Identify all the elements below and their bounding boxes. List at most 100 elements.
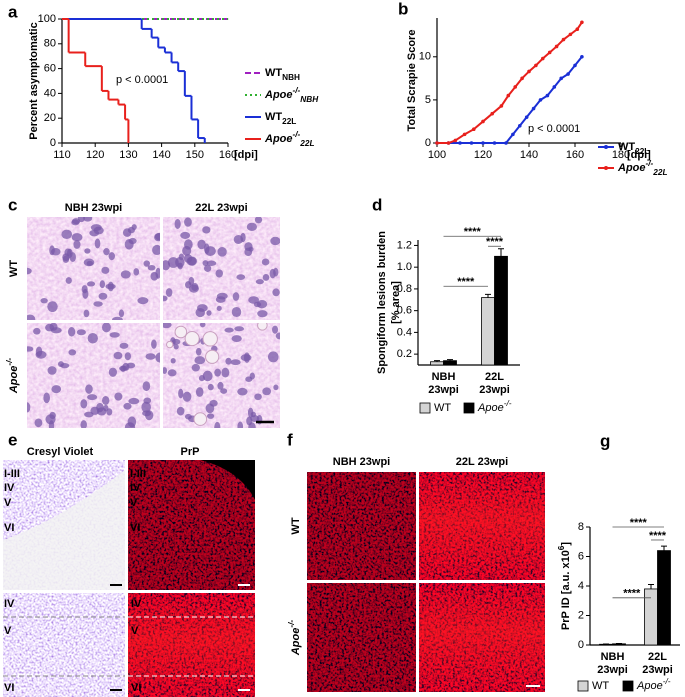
- point: [504, 141, 508, 145]
- nucleus: [217, 247, 227, 257]
- nucleus: [101, 323, 111, 333]
- nucleus: [152, 244, 160, 256]
- legend-label-part: WT: [265, 67, 282, 79]
- nucleus: [101, 266, 110, 274]
- nucleus: [87, 281, 96, 287]
- nucleus: [270, 236, 280, 246]
- legend-label: WT22L: [265, 111, 296, 126]
- nucleus: [206, 310, 212, 316]
- point: [575, 27, 580, 32]
- nucleus: [45, 323, 55, 332]
- significance-label: ****: [457, 276, 475, 288]
- bar: [494, 255, 508, 366]
- nucleus: [87, 333, 98, 344]
- row-label-part: WT: [8, 260, 20, 277]
- nucleus: [248, 422, 256, 428]
- legend-swatch: [419, 402, 431, 414]
- y-tick-label: 60: [44, 63, 56, 75]
- nucleus: [35, 346, 43, 357]
- nucleus: [184, 239, 193, 250]
- legend-label-part: WT: [265, 111, 282, 123]
- layer-label: VI: [130, 522, 140, 534]
- nucleus: [272, 288, 280, 297]
- vacuole: [184, 331, 200, 347]
- y-axis-label: Total Scrapie Score: [406, 30, 418, 132]
- legend-label: Apoe-/-: [477, 399, 512, 414]
- row-label: WT: [8, 260, 20, 277]
- nucleus: [99, 280, 106, 289]
- nucleus: [237, 387, 248, 396]
- y-axis-label-part: ]: [560, 542, 572, 546]
- point: [580, 54, 584, 59]
- error-bar: [498, 248, 504, 257]
- panel-letter: c: [8, 195, 17, 214]
- nucleus: [27, 346, 34, 352]
- nucleus: [204, 264, 212, 273]
- nucleus: [174, 218, 181, 230]
- nucleus: [122, 228, 132, 237]
- row-label-part: -/-: [5, 358, 14, 366]
- layer-label: VI: [4, 682, 14, 694]
- error-bar: [485, 293, 491, 298]
- point: [568, 32, 573, 37]
- nucleus: [188, 276, 195, 286]
- legend-label-part: WT: [618, 141, 635, 153]
- nucleus: [109, 332, 120, 338]
- y-tick-label: 1.0: [397, 261, 412, 273]
- x-tick-label: 120: [474, 149, 492, 161]
- vacuole: [205, 349, 220, 364]
- nucleus: [254, 393, 262, 401]
- nucleus: [124, 352, 132, 361]
- white-matter: [3, 470, 125, 590]
- y-tick-label: 0.2: [397, 348, 412, 360]
- point: [527, 69, 531, 74]
- legend-label-part: Apoe: [617, 162, 646, 174]
- legend-label-part: 22L: [282, 117, 296, 126]
- nucleus: [246, 222, 257, 231]
- x-tick-sublabel: 23wpi: [428, 384, 459, 396]
- nucleus: [176, 406, 185, 416]
- y-axis-label: Percent asymptomatic: [28, 22, 40, 139]
- nucleus: [191, 283, 199, 291]
- nucleus: [221, 367, 230, 378]
- nucleus: [214, 368, 222, 377]
- x-tick-label: 130: [119, 149, 137, 161]
- nucleus: [93, 301, 103, 307]
- nucleus: [262, 387, 272, 396]
- nucleus: [248, 296, 260, 304]
- point: [573, 63, 577, 68]
- layer-label: V: [131, 625, 139, 637]
- panel-letter: b: [398, 0, 408, 18]
- layer-label: IV: [4, 482, 15, 494]
- y-axis-label-part: 6: [557, 545, 566, 550]
- legend-swatch: [622, 680, 634, 692]
- point: [545, 93, 550, 98]
- nucleus: [145, 353, 156, 360]
- legend-label: WT22L: [618, 141, 649, 156]
- nucleus: [113, 351, 123, 360]
- y-axis-label: PrP ID [a.u. x106]: [557, 542, 572, 630]
- x-tick-label: 160: [219, 149, 237, 161]
- y-axis-label: Spongiform lesions burden: [376, 231, 388, 374]
- legend-label-part: NBH: [282, 73, 300, 82]
- legend-label-part: Apoe: [264, 133, 293, 145]
- y-tick-label: 0: [578, 639, 584, 651]
- nucleus: [225, 357, 232, 365]
- nucleus: [67, 327, 76, 337]
- nucleus: [154, 233, 160, 242]
- nucleus: [271, 325, 279, 334]
- x-tick-label: 100: [428, 149, 446, 161]
- nucleus: [94, 238, 101, 249]
- nucleus: [230, 359, 241, 366]
- point: [561, 37, 566, 42]
- legend-label-part: 22L: [299, 139, 314, 148]
- significance-label: ****: [486, 236, 504, 248]
- bar: [644, 588, 658, 646]
- row-label: Apoe-/-: [287, 620, 302, 657]
- nucleus: [232, 292, 240, 301]
- signal: [307, 583, 416, 692]
- panel-letter: a: [8, 2, 18, 21]
- legend-label: Apoe-/-NBH: [264, 86, 319, 104]
- y-tick-label: 40: [44, 87, 56, 99]
- nucleus: [195, 387, 204, 397]
